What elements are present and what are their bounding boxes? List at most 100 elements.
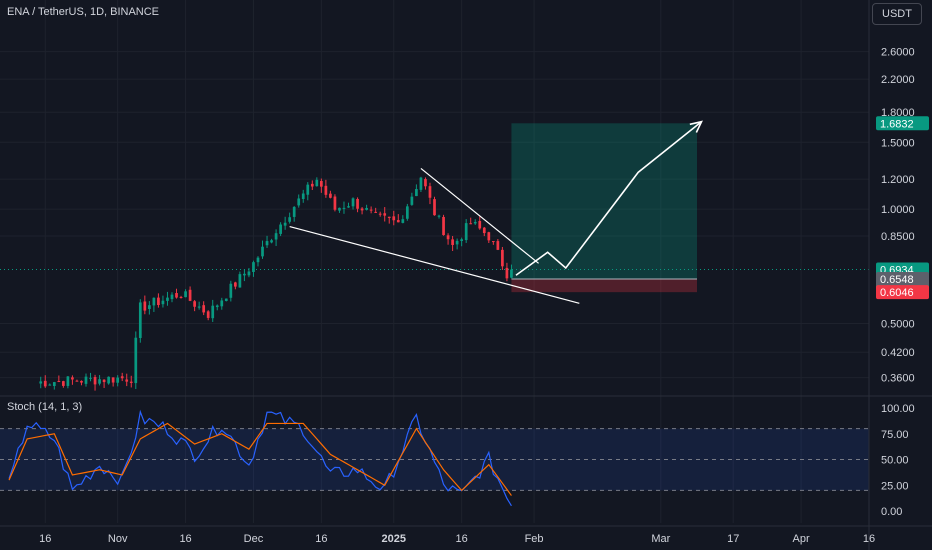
- candle-body: [283, 222, 287, 226]
- candle-body: [157, 297, 160, 306]
- price-tick-label: 1.2000: [881, 174, 915, 186]
- time-tick-label: Nov: [108, 533, 128, 545]
- candle-body: [279, 224, 282, 234]
- candle-body: [270, 240, 273, 243]
- candle-body: [89, 377, 92, 379]
- candle-body: [116, 377, 120, 383]
- candle-body: [437, 215, 441, 217]
- candle-body: [252, 262, 255, 272]
- candle-body: [256, 257, 260, 263]
- candle-body: [487, 232, 491, 241]
- candle-body: [446, 235, 450, 240]
- candle-body: [229, 283, 233, 298]
- candle-body: [148, 305, 151, 309]
- candle-body: [224, 298, 228, 302]
- candle-body: [387, 216, 391, 218]
- candle-body: [428, 186, 432, 198]
- candle-body: [415, 189, 418, 197]
- candle-body: [491, 241, 495, 243]
- candle-body: [301, 193, 305, 200]
- candle-body: [401, 219, 405, 223]
- candle-body: [383, 213, 387, 216]
- candle-body: [319, 181, 323, 187]
- time-tick-label: 17: [727, 533, 739, 545]
- candle-body: [297, 198, 301, 206]
- candle-body: [464, 223, 468, 241]
- candle-body: [315, 179, 319, 187]
- candle-body: [338, 207, 341, 211]
- stop-badge-label: 0.6046: [880, 287, 914, 299]
- stoch-d-line: [8, 422, 512, 496]
- candle-body: [71, 377, 74, 380]
- candle-body: [469, 223, 473, 225]
- price-tick-label: 1.0000: [881, 204, 915, 216]
- stochastic-indicator-label[interactable]: Stoch (14, 1, 3): [7, 401, 83, 413]
- candle-body: [215, 305, 219, 308]
- candle-body: [288, 217, 292, 222]
- projected-path: [515, 121, 703, 276]
- currency-button[interactable]: USDT: [872, 3, 922, 25]
- candle-body: [356, 198, 359, 209]
- candle-body: [62, 381, 65, 386]
- candle-body: [410, 196, 414, 205]
- candle-body: [152, 297, 156, 306]
- price-tick-label: 0.5000: [881, 318, 915, 330]
- target-badge-label: 1.6832: [880, 118, 914, 130]
- candle-body: [243, 273, 246, 276]
- candlestick-series: [39, 176, 513, 391]
- candle-body: [473, 221, 477, 224]
- entry-badge-label: 0.6548: [880, 274, 914, 286]
- candle-body: [451, 239, 454, 245]
- candle-body: [233, 282, 237, 287]
- stoch-tick-label: 100.00: [881, 403, 915, 415]
- candle-body: [84, 376, 88, 384]
- candle-body: [496, 241, 500, 250]
- candle-body: [39, 381, 43, 384]
- candle-body: [179, 296, 183, 298]
- candle-body: [93, 377, 97, 385]
- price-tick-label: 0.3600: [881, 373, 915, 385]
- time-tick-label: Apr: [793, 533, 810, 545]
- wedge-and-projection-drawings[interactable]: [289, 120, 703, 304]
- candle-body: [351, 198, 355, 207]
- candle-body: [329, 193, 332, 198]
- candle-body: [206, 311, 210, 318]
- candle-body: [460, 239, 464, 242]
- candle-body: [188, 289, 192, 301]
- target-badge: [876, 116, 929, 131]
- stop-loss-zone: [511, 278, 698, 293]
- candle-body: [43, 380, 47, 387]
- time-tick-label: 16: [179, 533, 191, 545]
- candle-body: [66, 376, 70, 386]
- candle-body: [129, 381, 133, 383]
- time-tick-label: Dec: [244, 533, 264, 545]
- time-tick-label: 2025: [382, 533, 406, 545]
- symbol-title[interactable]: ENA / TetherUS, 1D, BINANCE: [7, 6, 160, 18]
- stoch-tick-label: 0.00: [881, 506, 902, 518]
- candle-body: [424, 179, 427, 187]
- candle-body: [125, 379, 129, 382]
- candle-body: [374, 211, 378, 213]
- candle-body: [261, 246, 264, 257]
- candle-body: [419, 177, 423, 190]
- candle-body: [396, 220, 400, 223]
- price-tick-label: 1.5000: [881, 137, 915, 149]
- candle-body: [333, 196, 337, 210]
- candle-body: [184, 291, 187, 298]
- price-tick-label: 0.8500: [881, 231, 915, 243]
- stoch-tick-label: 75.00: [881, 429, 909, 441]
- candle-body: [161, 300, 165, 305]
- entry-badge: [876, 271, 929, 286]
- candle-body: [170, 294, 174, 300]
- candle-body: [120, 376, 124, 379]
- price-tick-label: 0.4200: [881, 347, 915, 359]
- candle-body: [98, 379, 101, 384]
- candle-body: [166, 297, 169, 301]
- candle-body: [342, 207, 346, 209]
- candle-body: [433, 199, 436, 216]
- projected-path-arrowhead: [689, 120, 703, 133]
- candle-body: [247, 271, 251, 276]
